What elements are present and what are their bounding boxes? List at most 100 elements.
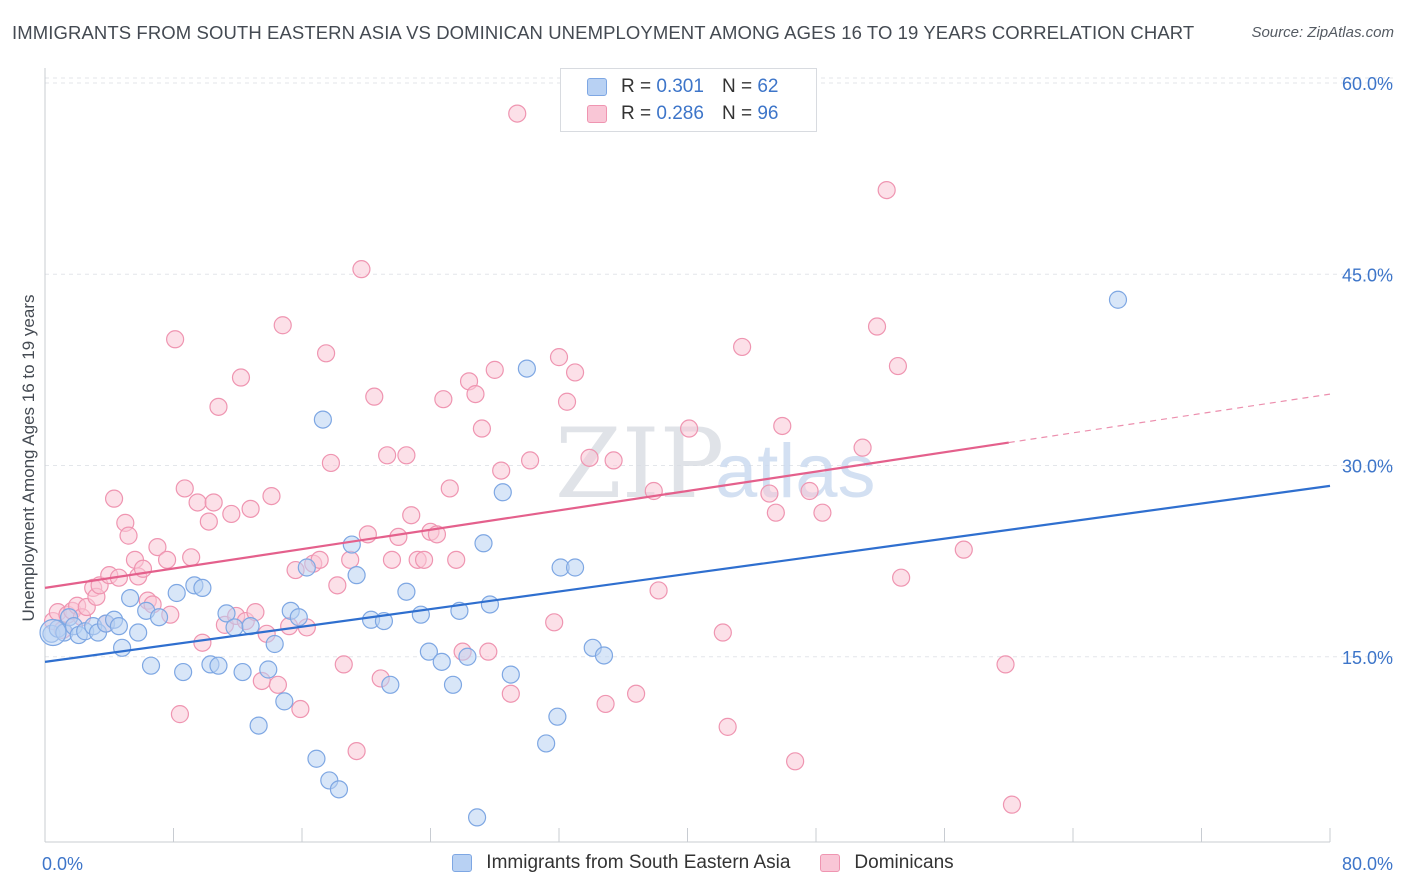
point-dominicans (649, 581, 668, 600)
correlation-legend: R = 0.301 N = 62 R = 0.286 N = 96 (560, 68, 817, 132)
point-asia (329, 780, 349, 799)
n-label: N = (721, 103, 753, 124)
trend-lines (44, 393, 1331, 663)
series-legend: Immigrants from South Eastern Asia Domin… (0, 852, 1406, 874)
point-dominicans (378, 446, 397, 465)
point-dominicans (231, 368, 251, 387)
point-asia (275, 692, 294, 711)
legend-label-asia: Immigrants from South Eastern Asia (486, 852, 791, 873)
point-dominicans (175, 479, 194, 498)
point-dominicans (718, 717, 737, 736)
point-dominicans (853, 438, 872, 457)
r-label: R = (621, 76, 652, 97)
x-tick-label: 0.0% (42, 854, 83, 874)
point-dominicans (166, 330, 185, 349)
legend-item-dominicans[interactable]: Dominicans (820, 852, 954, 874)
point-dominicans (549, 348, 569, 367)
legend-swatch-dominicans (820, 854, 841, 872)
axes (44, 68, 1331, 843)
point-dominicans (626, 684, 646, 703)
legend-label-dominicans: Dominicans (854, 852, 954, 873)
point-asia (517, 359, 536, 378)
point-dominicans (501, 684, 520, 703)
point-dominicans (766, 503, 785, 522)
point-dominicans (199, 512, 218, 531)
point-asia (397, 582, 416, 601)
point-dominicans (188, 493, 207, 512)
point-asia (419, 642, 438, 661)
point-dominicans (119, 526, 138, 545)
point-dominicans (565, 363, 585, 382)
source-label: Source: ZipAtlas.com (1251, 24, 1394, 41)
point-dominicans (508, 104, 527, 123)
legend-swatch-asia (452, 854, 473, 872)
point-dominicans (402, 506, 421, 525)
point-asia (141, 656, 161, 675)
point-dominicans (382, 550, 402, 569)
point-asia (209, 656, 228, 675)
point-dominicans (170, 705, 190, 724)
point-dominicans (104, 489, 124, 508)
y-axis-label: Unemployment Among Ages 16 to 19 years (19, 295, 38, 622)
point-asia (458, 647, 477, 666)
point-asia (217, 604, 236, 623)
point-asia (1108, 290, 1128, 309)
x-tick-label: 80.0% (1342, 854, 1393, 874)
point-asia (501, 665, 520, 684)
point-dominicans (365, 387, 384, 406)
point-asia (129, 623, 148, 642)
point-asia (297, 558, 316, 577)
point-dominicans (204, 493, 223, 512)
point-asia (233, 662, 252, 682)
y-tick-label: 30.0% (1342, 457, 1393, 477)
point-dominicans (209, 397, 228, 416)
y-tick-label: 45.0% (1342, 265, 1393, 285)
point-dominicans (321, 453, 341, 473)
watermark-zip: ZIP (555, 408, 724, 520)
point-asia (474, 534, 493, 553)
point-asia (225, 618, 244, 637)
point-dominicans (557, 392, 577, 411)
trend-line-dominicans (44, 441, 1009, 589)
point-dominicans (604, 451, 623, 470)
point-dominicans (193, 633, 212, 652)
point-dominicans (397, 446, 416, 465)
watermark-atlas: atlas (715, 429, 876, 514)
point-asia (480, 595, 500, 614)
legend-item-asia[interactable]: Immigrants from South Eastern Asia (452, 852, 790, 874)
trend-line-asia (44, 484, 1331, 663)
point-asia (313, 410, 332, 429)
r-label: R = (621, 103, 652, 124)
point-asia (307, 749, 326, 768)
point-asia (432, 652, 451, 671)
data-points (39, 104, 1128, 827)
point-dominicans (773, 416, 792, 436)
point-asia (112, 638, 132, 657)
r-value-dominicans: 0.286 (656, 103, 704, 124)
point-dominicans (580, 448, 599, 467)
point-dominicans (157, 550, 177, 569)
point-asia (342, 535, 361, 554)
y-tick-label: 60.0% (1342, 74, 1393, 94)
point-dominicans (892, 568, 911, 587)
point-dominicans (347, 741, 366, 761)
point-dominicans (414, 550, 434, 569)
y-tick-label: 15.0% (1342, 648, 1393, 668)
point-asia (347, 566, 366, 585)
point-asia (594, 646, 614, 665)
trend-line-dominicans-extension (1008, 393, 1331, 444)
point-asia (289, 608, 308, 627)
point-asia (493, 483, 512, 502)
point-dominicans (334, 655, 353, 674)
point-dominicans (273, 316, 292, 335)
point-dominicans (485, 360, 504, 379)
point-dominicans (316, 344, 336, 363)
legend-row-dominicans: R = 0.286 N = 96 (587, 101, 778, 127)
point-dominicans (867, 317, 887, 336)
legend-row-asia: R = 0.301 N = 62 (587, 74, 778, 100)
point-dominicans (222, 504, 241, 524)
chart-title: IMMIGRANTS FROM SOUTH EASTERN ASIA VS DO… (12, 22, 1195, 43)
point-asia (467, 808, 487, 827)
point-dominicans (877, 181, 896, 200)
